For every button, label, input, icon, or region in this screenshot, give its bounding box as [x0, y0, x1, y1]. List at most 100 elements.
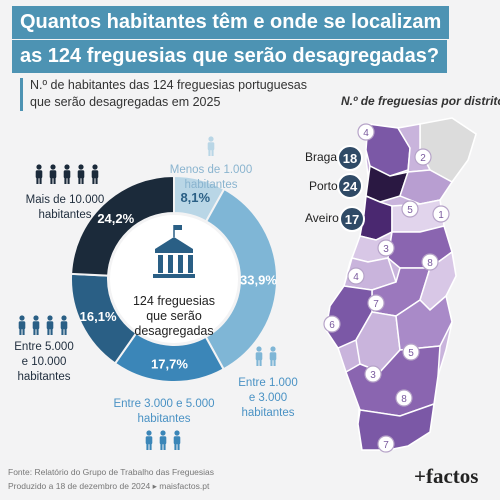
- person-icon: [208, 149, 211, 156]
- district-count-badge: [421, 253, 439, 271]
- building-roof: [155, 237, 193, 249]
- person-icon: [174, 430, 180, 436]
- person-icon: [208, 136, 214, 142]
- donut-value-label: 16,1%: [80, 309, 117, 324]
- category-label-line: e 10.000: [21, 356, 67, 368]
- person-icon: [61, 315, 67, 321]
- category-label-3000-5000: Entre 3.000 e 5.000 habitantes: [108, 397, 220, 427]
- person-icon: [33, 315, 39, 321]
- title-line-1: Quantos habitantes têm e onde se localiz…: [12, 6, 450, 39]
- donut-value-label: 17,7%: [151, 356, 188, 371]
- subtitle-accent-bar: [20, 78, 23, 111]
- category-label-over-10000: Mais de 10.000 habitantes: [22, 193, 108, 223]
- person-icon: [22, 328, 25, 335]
- district-count-badge: [364, 365, 382, 383]
- person-icon: [64, 177, 67, 184]
- person-icon: [77, 170, 85, 179]
- district-count-value: 5: [408, 348, 414, 359]
- building-base: [153, 274, 195, 278]
- person-icon: [177, 443, 180, 450]
- category-label-line: habitantes: [184, 179, 238, 191]
- category-label-line: Mais de 10.000: [25, 194, 105, 206]
- district-count-badge: [337, 145, 363, 171]
- person-icon: [46, 321, 54, 330]
- building-column: [188, 255, 193, 273]
- district-faro: [357, 402, 435, 451]
- category-label-1000-3000: Entre 1.000 e 3.000 habitantes: [238, 376, 298, 421]
- subtitle: N.º de habitantes das 124 freguesias por…: [30, 77, 330, 111]
- city-label-aveiro: Aveiro: [305, 211, 339, 225]
- subtitle-line-2: que serão desagregadas em 2025: [30, 95, 221, 109]
- city-label-porto: Porto: [309, 179, 338, 193]
- subtitle-line-1: N.º de habitantes das 124 freguesias por…: [30, 78, 307, 92]
- district-count-badge: [377, 239, 395, 257]
- donut-slice: [70, 174, 175, 277]
- category-label-line: habitantes: [241, 407, 295, 419]
- district-count-value: 8: [427, 258, 433, 269]
- district-count-value: 18: [343, 151, 357, 166]
- category-label-line: Entre 5.000: [14, 341, 74, 353]
- district-count-value: 2: [420, 153, 426, 164]
- district-count-value: 8: [401, 394, 407, 405]
- person-icon: [92, 164, 98, 170]
- person-icon: [174, 443, 177, 450]
- district-count-value: 4: [353, 272, 359, 283]
- district-count-badge: [414, 148, 432, 166]
- person-icon: [64, 328, 67, 335]
- person-icon: [61, 328, 64, 335]
- donut-value-label: 8,1%: [180, 190, 210, 205]
- district-count-value: 7: [383, 440, 389, 451]
- donut-chart: 8,1% 33,9% 17,7% 16,1% 24,2% 124 freguesiasqu…: [70, 174, 278, 383]
- district-count-value: 24: [343, 179, 358, 194]
- district-count-badge: [432, 205, 450, 223]
- district-count-value: 3: [370, 370, 376, 381]
- district-count-badge: [323, 315, 341, 333]
- district-count-badge: [367, 294, 385, 312]
- person-icon: [50, 164, 56, 170]
- person-icon: [78, 164, 84, 170]
- building-entablature: [155, 249, 193, 253]
- city-label-braga: Braga: [305, 150, 338, 164]
- person-icon: [47, 315, 53, 321]
- donut-slice: [204, 187, 278, 371]
- person-icon: [49, 170, 57, 179]
- person-icon: [47, 328, 50, 335]
- category-label-under-1000: Menos de 1.000 habitantes: [163, 163, 259, 193]
- title-line-2: as 124 freguesias que serão desagregadas…: [12, 40, 448, 73]
- person-icon: [160, 430, 166, 436]
- donut-value-label: 33,9%: [240, 272, 277, 287]
- district-count-badge: [402, 343, 420, 361]
- person-icon: [146, 430, 152, 436]
- person-icon: [64, 164, 70, 170]
- building-flag: [174, 225, 182, 230]
- district-count-badge: [401, 200, 419, 218]
- person-icon: [35, 170, 43, 179]
- person-icon: [81, 177, 84, 184]
- brand-logo: +factos: [414, 464, 479, 488]
- district-count-value: 5: [407, 205, 413, 216]
- donut-center-text: que serão: [146, 309, 202, 323]
- category-label-line: habitantes: [17, 371, 71, 383]
- person-icon: [149, 443, 152, 450]
- people-icons: [18, 136, 277, 450]
- district-count-badge: [337, 173, 363, 199]
- person-icon: [95, 177, 98, 184]
- person-icon: [33, 328, 36, 335]
- person-icon: [50, 177, 53, 184]
- portugal-map: 18 24 17 4 2 5 1 3 8 4 7 6 5 3 8 7: [323, 117, 477, 453]
- footer-source: Fonte: Relatório do Grupo de Trabalho da…: [8, 467, 215, 477]
- district-count-badge: [357, 123, 375, 141]
- person-icon: [159, 436, 167, 445]
- person-icon: [160, 443, 163, 450]
- person-icon: [256, 346, 262, 352]
- building-column: [158, 255, 163, 273]
- map-title: N.º de freguesias por distrito: [341, 94, 500, 108]
- person-icon: [67, 177, 70, 184]
- building-column: [178, 255, 183, 273]
- district-count-value: 4: [363, 128, 369, 139]
- person-icon: [50, 328, 53, 335]
- person-icon: [270, 359, 273, 366]
- person-icon: [32, 321, 40, 330]
- district-count-badge: [347, 267, 365, 285]
